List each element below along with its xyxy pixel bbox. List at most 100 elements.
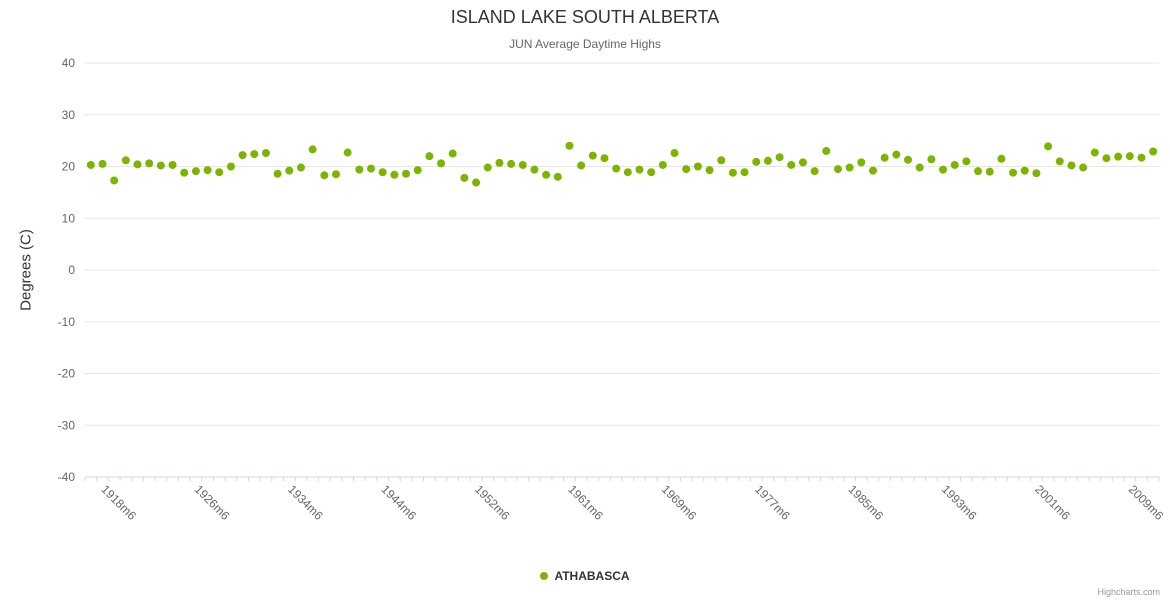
data-point — [833, 165, 842, 174]
data-point — [378, 168, 387, 177]
data-point — [203, 166, 212, 175]
x-axis-label: 1926m6 — [192, 482, 233, 523]
data-point — [1032, 169, 1041, 178]
data-point — [250, 150, 259, 159]
x-axis-label: 2001m6 — [1032, 482, 1073, 523]
data-point — [553, 172, 562, 181]
data-point — [1079, 163, 1088, 172]
data-point — [390, 170, 399, 179]
data-point — [472, 178, 481, 187]
data-point — [215, 168, 224, 177]
data-point — [974, 167, 983, 176]
data-point — [1102, 154, 1111, 163]
data-point — [285, 166, 294, 175]
data-point — [355, 165, 364, 174]
data-point — [670, 149, 679, 158]
data-point — [460, 173, 469, 182]
x-axis-label: 1944m6 — [379, 482, 420, 523]
data-point — [98, 159, 107, 168]
legend-marker-icon — [540, 572, 549, 580]
y-axis-label: 40 — [62, 56, 76, 70]
data-point — [296, 163, 305, 172]
data-point — [950, 160, 959, 169]
data-point — [308, 145, 317, 154]
data-point — [728, 168, 737, 177]
y-axis-label: 10 — [62, 211, 76, 225]
data-point — [705, 166, 714, 175]
data-point — [1125, 152, 1134, 161]
data-point — [1055, 157, 1064, 166]
data-point — [962, 157, 971, 166]
data-point — [717, 156, 726, 165]
data-point — [437, 159, 446, 168]
data-point — [904, 155, 913, 164]
data-point — [413, 166, 422, 175]
data-point — [1020, 166, 1029, 175]
y-axis-label: -20 — [58, 367, 76, 381]
data-point — [623, 168, 632, 177]
y-axis-label: -10 — [58, 315, 76, 329]
data-point — [156, 161, 165, 170]
data-point — [1149, 147, 1158, 156]
data-point — [658, 160, 667, 169]
data-point — [1137, 153, 1146, 162]
legend: ATHABASCA — [0, 569, 1170, 583]
data-point — [1009, 168, 1018, 177]
data-point — [145, 159, 154, 168]
data-point — [507, 159, 516, 168]
y-axis-labels: -40 -30 -20 -10 0 10 20 30 40 — [58, 56, 76, 484]
data-point — [86, 160, 95, 169]
data-point — [763, 156, 772, 165]
data-point — [1067, 161, 1076, 170]
data-point — [402, 169, 411, 178]
y-gridlines — [85, 62, 1159, 478]
data-point — [682, 165, 691, 174]
series-athabasca-points — [86, 141, 1158, 187]
highcharts-credits-link[interactable]: Highcharts.com — [1097, 587, 1160, 597]
data-point — [518, 160, 527, 169]
data-point — [495, 158, 504, 167]
data-point — [226, 162, 235, 171]
data-point — [880, 153, 889, 162]
x-axis-label: 1918m6 — [98, 482, 139, 523]
data-point — [273, 169, 282, 178]
data-point — [985, 167, 994, 176]
x-axis-ticks — [84, 477, 1160, 481]
data-point — [483, 163, 492, 172]
data-point — [915, 163, 924, 172]
chart-title: ISLAND LAKE SOUTH ALBERTA — [450, 7, 720, 27]
data-point — [635, 165, 644, 174]
legend-item-athabasca[interactable]: ATHABASCA — [540, 569, 630, 583]
data-point — [530, 165, 539, 174]
data-point — [752, 157, 761, 166]
y-axis-label: 0 — [68, 263, 75, 277]
data-point — [693, 162, 702, 171]
data-point — [647, 168, 656, 177]
data-point — [425, 152, 434, 161]
data-point — [367, 164, 376, 173]
y-axis-label: -40 — [58, 470, 76, 484]
data-point — [133, 160, 142, 169]
y-axis-label: 20 — [62, 160, 76, 174]
data-point — [822, 146, 831, 155]
data-point — [1114, 152, 1123, 161]
data-point — [939, 165, 948, 174]
data-point — [180, 168, 189, 177]
data-point — [320, 171, 329, 180]
x-axis-label: 1969m6 — [659, 482, 700, 523]
data-point — [927, 155, 936, 164]
data-point — [331, 170, 340, 179]
data-point — [612, 164, 621, 173]
data-point — [1044, 142, 1053, 151]
data-point — [600, 154, 609, 163]
x-axis-label: 1952m6 — [472, 482, 513, 523]
data-point — [857, 158, 866, 167]
data-point — [191, 167, 200, 176]
data-point — [588, 151, 597, 160]
x-axis-label: 2009m6 — [1126, 482, 1167, 523]
y-axis-label: 30 — [62, 108, 76, 122]
data-point — [343, 148, 352, 157]
data-point — [868, 166, 877, 175]
